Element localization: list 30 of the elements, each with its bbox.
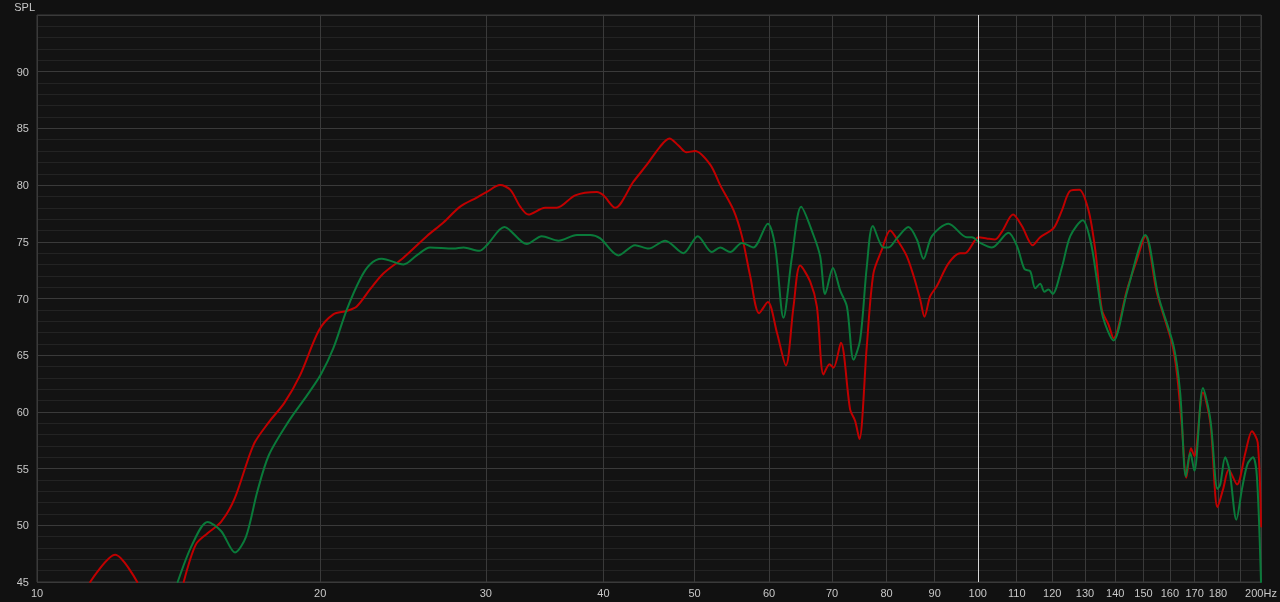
x-tick-label: 150: [1134, 586, 1153, 599]
y-tick-label: 60: [16, 405, 29, 418]
y-tick-label: 70: [16, 292, 29, 305]
x-tick-label: 140: [1106, 586, 1125, 599]
x-tick-label: 90: [928, 586, 941, 599]
x-tick-label: 70: [825, 586, 839, 599]
y-tick-label: 50: [16, 519, 29, 532]
y-tick-label: 75: [16, 235, 29, 248]
x-tick-label: 10: [30, 586, 44, 599]
x-tick-label: 180: [1208, 586, 1228, 599]
x-tick-label: 110: [1007, 586, 1026, 599]
x-tick-label: 100: [968, 586, 987, 599]
x-tick-label: 20: [314, 586, 327, 599]
x-tick-label: 200Hz: [1245, 586, 1277, 599]
x-tick-label: 40: [597, 586, 610, 599]
x-tick-label: 50: [688, 586, 701, 599]
y-tick-label: 55: [16, 462, 29, 475]
x-tick-label: 170: [1185, 586, 1204, 599]
x-tick-label: 120: [1043, 586, 1062, 599]
y-tick-label: 80: [16, 179, 29, 192]
x-tick-label: 130: [1075, 586, 1095, 599]
y-tick-label: 85: [16, 122, 29, 135]
x-tick-label: 30: [479, 586, 492, 599]
x-tick-label: 60: [762, 586, 776, 599]
y-tick-label: 65: [16, 349, 29, 362]
y-axis-title: SPL: [14, 0, 35, 13]
x-tick-label: 80: [880, 586, 893, 599]
x-tick-label: 160: [1160, 586, 1180, 599]
y-tick-label: 90: [16, 65, 29, 78]
y-tick-label: 45: [16, 576, 29, 588]
